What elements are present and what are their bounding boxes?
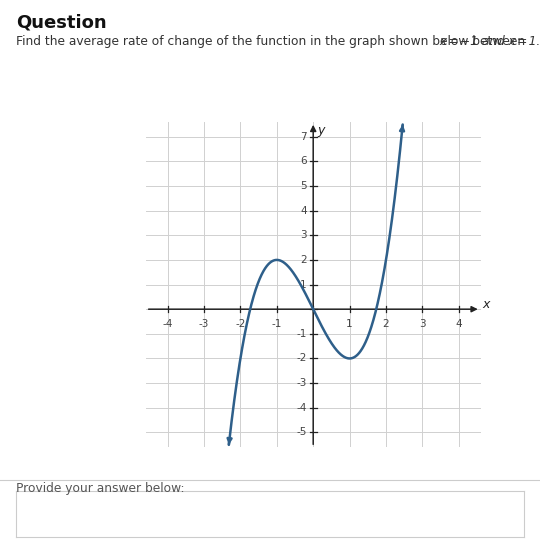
Text: x: x bbox=[482, 298, 490, 311]
Text: -4: -4 bbox=[163, 319, 173, 329]
Text: y: y bbox=[318, 125, 325, 138]
Text: 4: 4 bbox=[300, 205, 307, 216]
Text: x = −1 and x = 1.: x = −1 and x = 1. bbox=[436, 35, 540, 48]
Text: Provide your answer below:: Provide your answer below: bbox=[16, 482, 185, 495]
Text: 6: 6 bbox=[300, 157, 307, 166]
Text: -1: -1 bbox=[272, 319, 282, 329]
Text: 1: 1 bbox=[346, 319, 353, 329]
Text: Question: Question bbox=[16, 14, 107, 31]
Text: -2: -2 bbox=[235, 319, 246, 329]
Text: -4: -4 bbox=[296, 403, 307, 412]
Text: 2: 2 bbox=[383, 319, 389, 329]
Text: 3: 3 bbox=[300, 230, 307, 240]
Text: Find the average rate of change of the function in the graph shown below between: Find the average rate of change of the f… bbox=[16, 35, 529, 48]
Text: -3: -3 bbox=[296, 378, 307, 388]
Text: 3: 3 bbox=[419, 319, 426, 329]
Text: -5: -5 bbox=[296, 428, 307, 437]
Text: 5: 5 bbox=[300, 181, 307, 191]
Text: 7: 7 bbox=[300, 132, 307, 141]
Text: -2: -2 bbox=[296, 353, 307, 364]
Text: 4: 4 bbox=[455, 319, 462, 329]
Text: -1: -1 bbox=[296, 329, 307, 339]
Text: 2: 2 bbox=[300, 255, 307, 265]
Text: -3: -3 bbox=[199, 319, 209, 329]
Text: 1: 1 bbox=[300, 280, 307, 289]
